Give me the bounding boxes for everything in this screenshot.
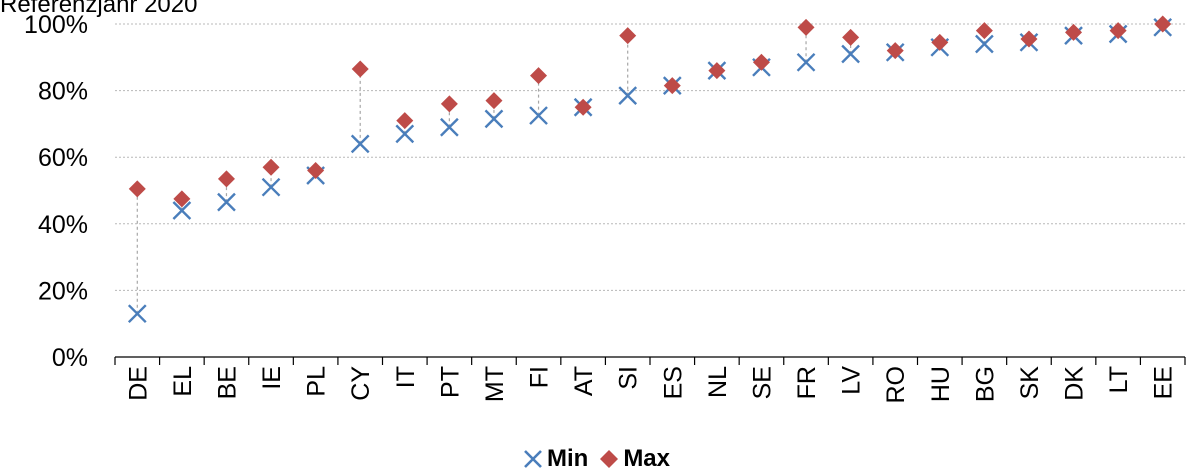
- y-axis: 0% 20% 40% 60% 80% 100%: [24, 11, 88, 372]
- x-tick-label: BE: [213, 366, 241, 399]
- legend-item-min: Min: [522, 445, 588, 473]
- min-point: [127, 304, 147, 324]
- x-tick-label: SE: [748, 366, 776, 399]
- x-tick-label: SK: [1016, 366, 1044, 400]
- x-tick-label: LV: [838, 366, 866, 395]
- legend: Min Max: [0, 445, 1192, 473]
- min-point: [350, 134, 370, 154]
- x-tick-label: RO: [882, 366, 910, 404]
- max-point: [663, 77, 681, 95]
- chart-title: Referenzjahr 2020: [0, 0, 198, 18]
- max-point: [886, 42, 904, 60]
- max-point: [975, 22, 993, 40]
- max-point: [619, 27, 637, 45]
- x-tick-label: IT: [392, 366, 420, 388]
- y-tick-label: 20%: [38, 277, 88, 305]
- y-tick-label: 40%: [38, 211, 88, 239]
- x-tick-label: FR: [793, 366, 821, 399]
- min-point: [440, 117, 459, 137]
- x-tick-label: IE: [258, 366, 286, 390]
- x-tick-label: BG: [971, 366, 999, 402]
- x-tick-label: DK: [1061, 366, 1089, 401]
- x-tick-label: AT: [570, 366, 598, 396]
- legend-label-min: Min: [546, 445, 589, 472]
- x-tick-label: HU: [927, 366, 955, 402]
- max-point: [217, 170, 235, 188]
- x-tick-label: FI: [526, 366, 554, 388]
- max-point: [931, 33, 949, 51]
- max-point: [307, 162, 325, 180]
- max-point: [485, 92, 503, 110]
- x-tick-label: PL: [303, 366, 331, 397]
- x-tick-label: MT: [481, 366, 509, 402]
- x-marker-icon: [524, 450, 542, 468]
- x-tick-label: SI: [615, 366, 643, 390]
- legend-item-max: Max: [598, 445, 670, 473]
- gridlines: [115, 23, 1185, 291]
- min-point: [217, 192, 236, 212]
- min-point: [975, 34, 994, 54]
- min-point: [172, 201, 192, 220]
- diamond-marker-icon: [600, 450, 619, 468]
- min-point: [796, 52, 816, 72]
- max-point: [396, 112, 414, 130]
- max-point: [173, 190, 191, 208]
- x-tick-label: PT: [436, 366, 464, 398]
- max-point: [842, 28, 860, 46]
- min-point: [261, 177, 281, 197]
- max-point: [262, 158, 280, 176]
- y-tick-label: 100%: [24, 11, 88, 39]
- legend-label-max: Max: [623, 445, 670, 472]
- x-axis: DE EL BE IE PL CY IT PT MT FI AT SI ES NL SE FR LV RO HU BG…: [114, 356, 1186, 404]
- x-tick-label: EL: [169, 366, 197, 397]
- max-point: [530, 67, 548, 85]
- x-tick-label: EE: [1150, 366, 1178, 399]
- max-point: [574, 98, 592, 116]
- max-point: [752, 53, 770, 71]
- y-tick-label: 80%: [38, 78, 88, 106]
- max-point: [797, 18, 815, 36]
- y-tick-label: 60%: [38, 144, 88, 172]
- max-point: [1065, 23, 1083, 41]
- min-point: [529, 106, 548, 125]
- max-point: [1109, 22, 1127, 40]
- max-point: [128, 180, 146, 198]
- max-point: [440, 95, 458, 113]
- data-points: [127, 15, 1173, 324]
- x-tick-label: NL: [704, 366, 732, 398]
- max-point: [351, 60, 369, 78]
- min-point: [618, 86, 638, 105]
- x-tick-label: ES: [659, 366, 687, 399]
- y-tick-label: 0%: [52, 344, 88, 372]
- min-point: [484, 109, 504, 129]
- x-tick-label: LT: [1105, 366, 1133, 393]
- min-point: [395, 124, 415, 144]
- range-lines: [136, 27, 985, 314]
- x-tick-label: CY: [347, 366, 375, 401]
- min-point: [841, 44, 860, 64]
- max-point: [708, 62, 726, 80]
- max-point: [1154, 15, 1172, 33]
- x-tick-label: DE: [124, 366, 152, 401]
- max-point: [1020, 30, 1038, 48]
